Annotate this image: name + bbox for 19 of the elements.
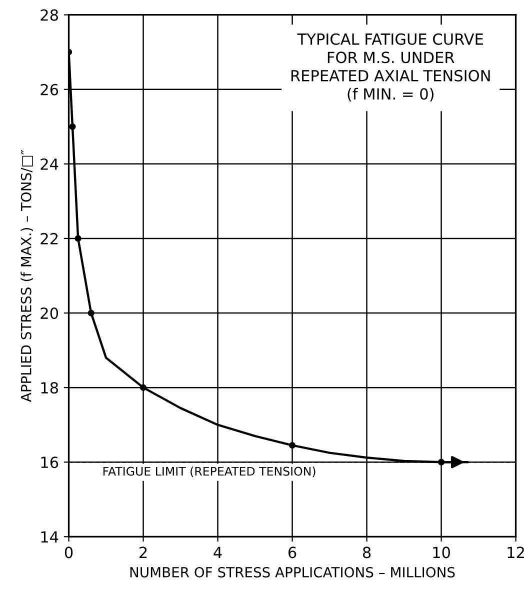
- text: TYPICAL FATIGUE CURVE FOR M.S. UNDER REPEATED AXIAL TENSION (f MIN. = 0): [291, 33, 490, 102]
- x-tick-label: 12: [508, 546, 524, 558]
- ref-line-label: FATIGUE LIMIT (REPEATED TENSION): [103, 466, 316, 478]
- x-tick-label: 8: [362, 546, 371, 558]
- y-axis-title: APPLIED STRESS (f MAX.) – TONS/□″: [20, 150, 33, 402]
- y-tick-label: 28: [40, 9, 58, 21]
- y-tick-label: 16: [41, 456, 58, 468]
- y-tick-label: 22: [40, 232, 58, 244]
- x-tick-label: 10: [433, 546, 450, 558]
- x-tick-label: 0: [64, 546, 73, 558]
- y-tick-label: 20: [40, 307, 58, 320]
- x-tick-label: 4: [214, 546, 222, 558]
- y-tick-label: 26: [40, 84, 58, 96]
- x-tick-label: 6: [288, 546, 296, 558]
- y-tick-label: 14: [41, 531, 58, 542]
- x-tick-label: 2: [140, 546, 147, 558]
- y-tick-label: 18: [41, 382, 58, 394]
- y-tick-label: 24: [40, 158, 58, 170]
- x-axis-title: NUMBER OF STRESS APPLICATIONS – MILLIONS: [130, 566, 455, 578]
